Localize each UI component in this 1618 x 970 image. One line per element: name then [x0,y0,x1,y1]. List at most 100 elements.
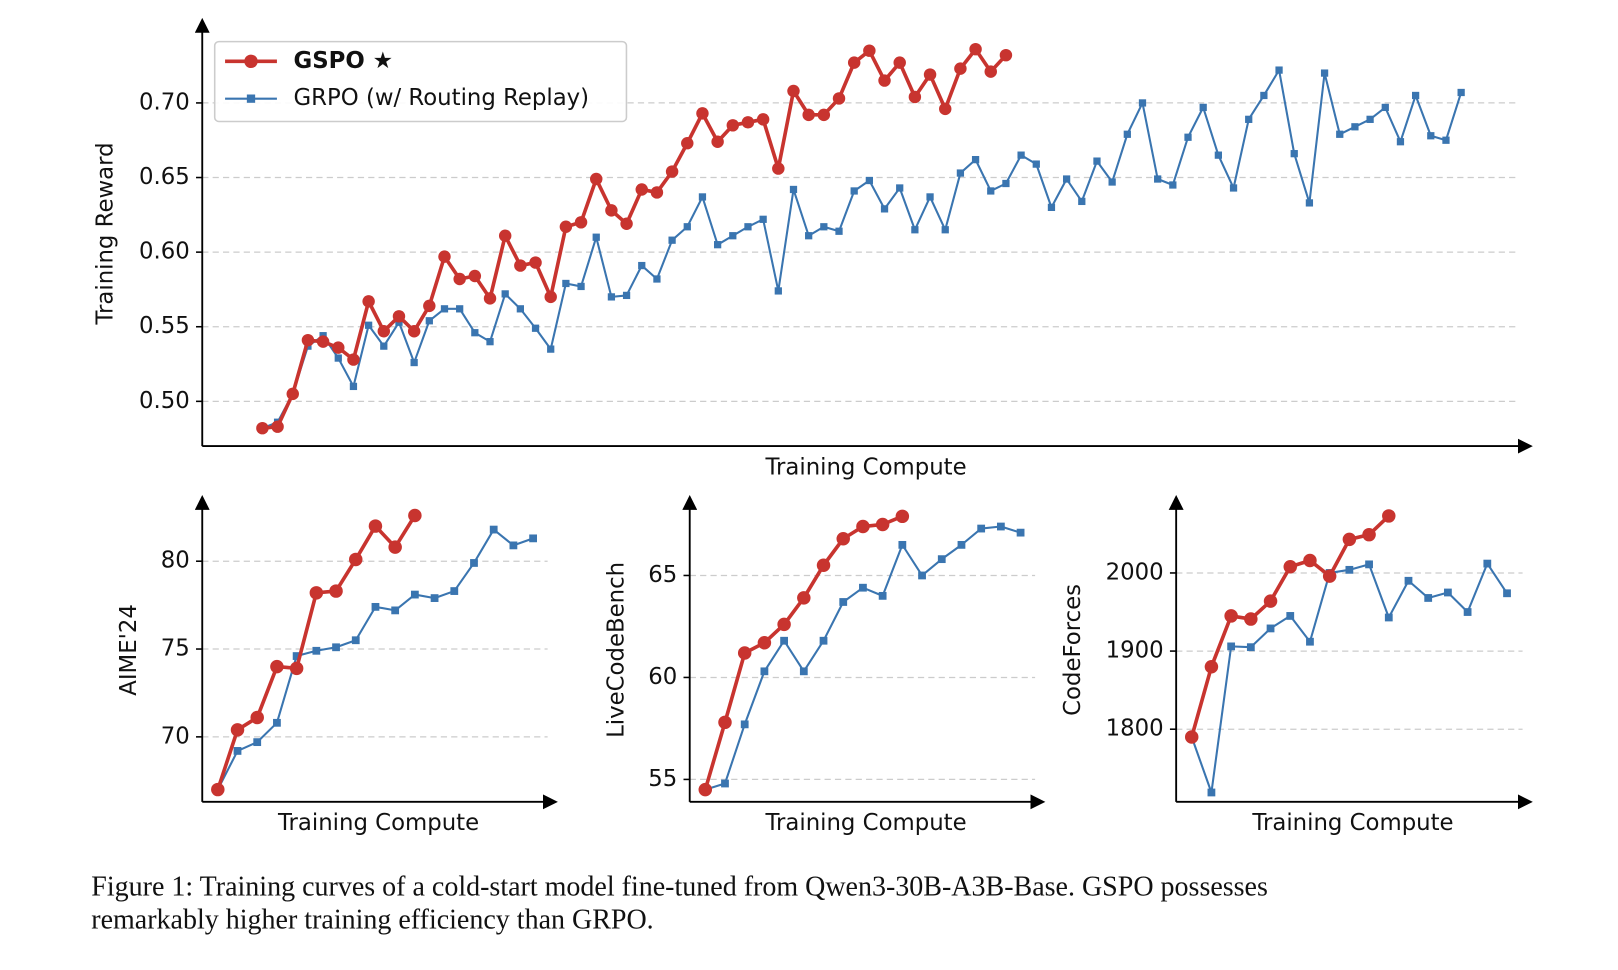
point [362,295,375,308]
point [1047,203,1056,212]
point [301,333,315,347]
point [577,282,585,291]
point [590,172,603,186]
point [1154,175,1162,183]
point [698,782,713,797]
point [1427,132,1435,140]
legend-label: GRPO (w/ Routing Replay) [294,85,590,111]
point [334,354,342,362]
point [759,215,767,223]
y-tick-label: 55 [648,766,677,792]
point [1263,594,1278,608]
y-tick-label: 80 [161,548,190,574]
point [1062,175,1071,183]
point [233,747,242,755]
point [787,84,800,98]
point [371,602,380,611]
y-axis-label: LiveCodeBench [604,562,630,738]
legend-marker [244,54,258,69]
point [878,591,887,600]
point [996,522,1005,531]
point [351,636,360,645]
series-line [262,69,1463,430]
point [470,559,478,567]
point [1245,115,1253,123]
caption-line: Figure 1: Training curves of a cold-star… [91,871,1268,902]
point [780,636,788,645]
y-tick-label: 65 [648,562,677,588]
point [607,293,616,301]
series-line [216,528,534,791]
point [718,715,732,730]
y-tick-label: 0.60 [139,239,190,265]
point [1483,559,1492,568]
point [726,119,740,132]
series-line [704,525,1021,791]
point [1266,624,1275,633]
point [880,205,889,213]
point [440,305,449,313]
point [1286,612,1295,620]
point [1227,642,1236,651]
point [253,738,262,747]
point [468,269,482,283]
point [681,136,694,150]
point [1078,197,1086,206]
point [270,659,284,674]
point [514,259,527,272]
y-axis-label: Training Reward [92,142,118,325]
point [347,353,360,366]
x-axis-label: Training Compute [277,810,479,836]
point [1229,184,1238,192]
x-axis-label: Training Compute [764,810,966,836]
point [1306,637,1314,646]
point [941,226,949,234]
point [1017,151,1025,159]
point [529,534,537,543]
point [453,272,466,286]
point [1444,588,1452,597]
point [486,338,494,346]
point [1184,133,1192,141]
point [312,646,321,655]
point [820,223,828,231]
point [1396,138,1405,146]
point [620,217,633,231]
point [1381,103,1389,112]
point [430,594,439,602]
point [875,517,890,532]
point [797,591,811,605]
point [410,590,419,599]
y-tick-label: 1800 [1106,716,1164,742]
point [456,305,464,313]
point [489,525,498,534]
point [408,508,422,523]
point [635,183,648,196]
point [332,341,345,354]
y-tick-label: 60 [648,664,677,690]
series-line [703,514,904,791]
point [1351,123,1359,131]
point [256,421,269,435]
point [939,102,952,116]
point [592,233,600,241]
point [1123,130,1131,138]
point [954,62,967,75]
point [559,220,573,233]
point [286,387,299,401]
point [740,720,749,729]
point [1138,99,1147,107]
y-tick-label: 70 [161,723,190,749]
point [1207,788,1216,797]
point [969,42,982,56]
point [1199,103,1207,112]
point [817,108,831,122]
point [516,305,524,313]
point [407,324,421,338]
point [999,48,1013,62]
point [509,541,518,550]
point [1275,66,1283,74]
point [547,345,555,353]
y-tick-label: 2000 [1106,559,1164,585]
point [1404,576,1413,585]
